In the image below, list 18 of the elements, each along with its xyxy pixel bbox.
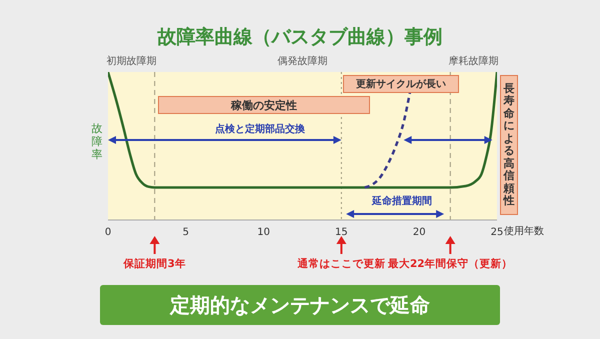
chart-title: 故障率曲線（バスタブ曲線）事例 <box>156 25 444 50</box>
x-axis-title: 使用年数 <box>504 225 544 238</box>
band-label: 初期故障期 <box>106 55 156 67</box>
x-tick-label: 25 <box>490 227 504 238</box>
y-axis-title: 故障率 <box>90 122 104 161</box>
annotation: 点検と定期部品交換 <box>214 122 306 137</box>
x-tick-label: 0 <box>104 227 112 238</box>
text: 保証期間3年 <box>122 257 186 270</box>
text: 通常はここで更新 <box>296 257 386 270</box>
x-tick-label: 10 <box>257 227 270 238</box>
band-label: 摩耗故障期 <box>448 55 499 67</box>
text: 長寿命による高信頼性 <box>504 82 514 207</box>
band-label: 偶発故障期 <box>278 55 328 67</box>
x-tick-label: 20 <box>412 227 426 238</box>
annotation: 延命措置期間 <box>370 194 433 209</box>
text: 最大22年間保守（更新） <box>387 257 513 270</box>
x-tick-label: 15 <box>335 227 348 238</box>
x-tick-label: 5 <box>182 227 189 238</box>
